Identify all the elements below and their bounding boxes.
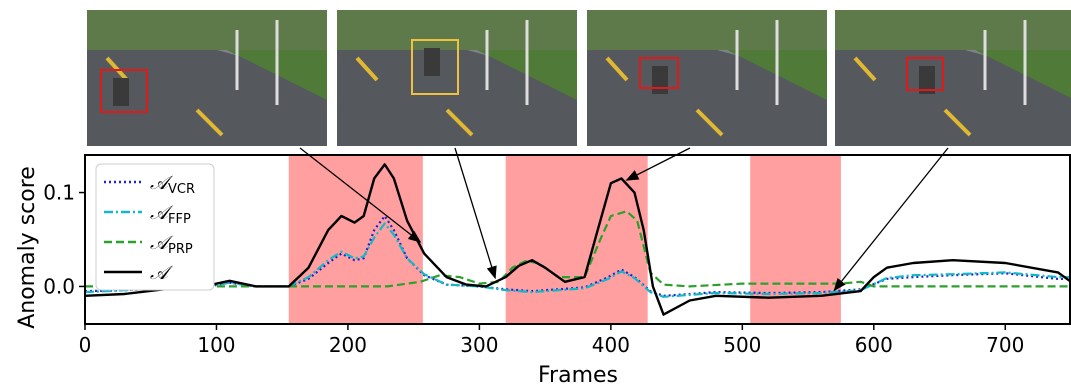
anomaly-region-1 [288,155,423,324]
arrow-4 [833,147,949,292]
arrow-1 [299,147,422,243]
y-tick-label: 0.1 [43,181,75,205]
plot-frame [84,154,1071,325]
arrow-2 [454,147,497,280]
frame-3 [587,10,827,146]
anomaly-region-2 [505,155,648,324]
frame-1 [87,10,327,146]
x-tick-label: 500 [723,333,761,357]
x-tick-label: 400 [592,333,630,357]
series-line-prp [85,210,1071,288]
x-tick-label: 0 [79,333,92,357]
series-line-a [84,163,1071,316]
x-tick-label: 600 [855,333,893,357]
series-line-ffp [84,222,1071,298]
y-tick-label: 0.0 [43,274,75,298]
x-tick-label: 200 [329,333,367,357]
x-tick-label: 300 [460,333,498,357]
x-tick-label: 700 [986,333,1024,357]
arrow-3 [625,147,691,181]
x-tick-label: 100 [197,333,235,357]
video-frames-strip [0,0,1071,150]
y-axis-label: Anomaly score [15,166,40,329]
frame-4 [835,10,1071,146]
x-axis-label: Frames [538,363,618,385]
legend-label-ffp: 𝒜FFP [150,202,191,227]
legend-box [95,163,215,291]
frame-2 [337,10,577,146]
